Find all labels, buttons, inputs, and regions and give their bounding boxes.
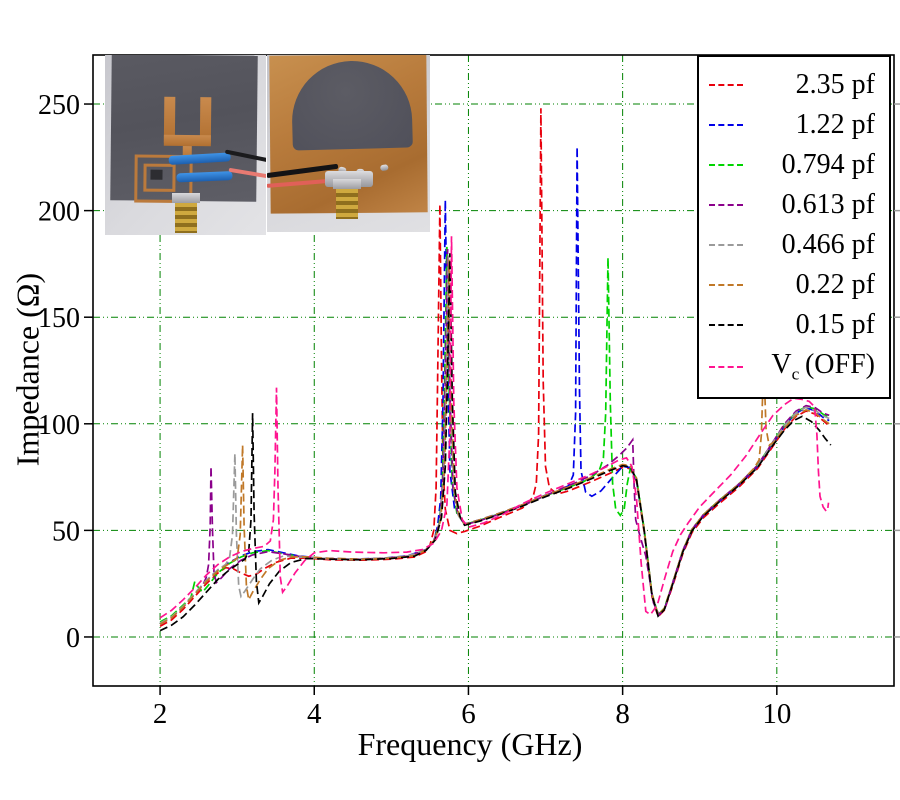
series-curve-0.794-pf xyxy=(159,246,830,623)
red-supply-wire xyxy=(228,167,266,180)
u-slot-trace-base xyxy=(163,134,211,147)
legend-label-2: 0.794 pf xyxy=(781,149,875,181)
legend-swatch-2 xyxy=(709,164,743,167)
series-curve-0.466-pf xyxy=(159,255,830,624)
x-tick-label-10: 10 xyxy=(762,698,791,730)
y-tick-label-100: 100 xyxy=(38,410,80,441)
y-axis-title: Impedance (Ω) xyxy=(9,272,46,467)
legend-swatch-7 xyxy=(709,366,743,369)
y-tick-label-0: 0 xyxy=(66,623,80,654)
red-supply-wire-back xyxy=(267,179,329,188)
legend-label-4: 0.466 pf xyxy=(781,229,875,261)
legend-box: 2.35 pf 1.22 pf 0.794 pf 0.613 pf 0.466 pf 0.… xyxy=(697,55,891,399)
legend-label-6: 0.15 pf xyxy=(795,309,875,341)
legend-item-6: 0.15 pf xyxy=(709,309,875,341)
legend-swatch-5 xyxy=(709,284,743,287)
x-tick-label-6: 6 xyxy=(461,698,476,730)
legend-swatch-1 xyxy=(709,124,743,127)
solder-pin-3 xyxy=(379,164,389,172)
sma-connector-front xyxy=(170,193,202,235)
legend-item-0: 2.35 pf xyxy=(709,69,875,101)
legend-label-0: 2.35 pf xyxy=(795,69,875,101)
legend-label-5: 0.22 pf xyxy=(795,269,875,301)
y-tick-label-50: 50 xyxy=(52,516,80,547)
y-tick-label-150: 150 xyxy=(38,303,80,334)
pcb-front-board xyxy=(110,55,266,204)
legend-swatch-3 xyxy=(709,204,743,207)
legend-label-1: 1.22 pf xyxy=(795,109,875,141)
blue-bias-wire-2 xyxy=(176,171,233,183)
antenna-photo-back xyxy=(267,55,430,232)
series-curve-vc-off- xyxy=(159,236,830,619)
varactor-diode-chip xyxy=(150,169,163,180)
sma-connector-back xyxy=(325,171,373,231)
legend-item-1: 1.22 pf xyxy=(709,109,875,141)
x-tick-label-4: 4 xyxy=(307,698,322,730)
legend-item-5: 0.22 pf xyxy=(709,269,875,301)
legend-swatch-0 xyxy=(709,84,743,87)
x-tick-label-8: 8 xyxy=(615,698,630,730)
legend-item-2: 0.794 pf xyxy=(709,149,875,181)
x-tick-label-2: 2 xyxy=(153,698,168,730)
legend-label-3: 0.613 pf xyxy=(781,189,875,221)
y-tick-label-250: 250 xyxy=(38,90,80,121)
x-axis-title: Frequency (GHz) xyxy=(357,726,583,762)
black-supply-wire xyxy=(224,149,266,164)
legend-swatch-4 xyxy=(709,244,743,247)
sma-threaded-body xyxy=(175,203,197,233)
semicircular-patch xyxy=(290,59,413,151)
legend-item-7: Vc (OFF) xyxy=(709,349,875,385)
sma-flange xyxy=(333,179,361,189)
series-curve-0.15-pf xyxy=(159,253,832,632)
sma-flange xyxy=(172,193,200,203)
antenna-photo-front xyxy=(105,55,266,235)
legend-label-7: Vc (OFF) xyxy=(771,349,875,384)
plot-border xyxy=(92,54,895,687)
legend-item-3: 0.613 pf xyxy=(709,189,875,221)
sma-threaded-body xyxy=(336,189,358,219)
legend-swatch-6 xyxy=(709,324,743,327)
y-tick-label-200: 200 xyxy=(38,197,80,228)
legend-item-4: 0.466 pf xyxy=(709,229,875,261)
